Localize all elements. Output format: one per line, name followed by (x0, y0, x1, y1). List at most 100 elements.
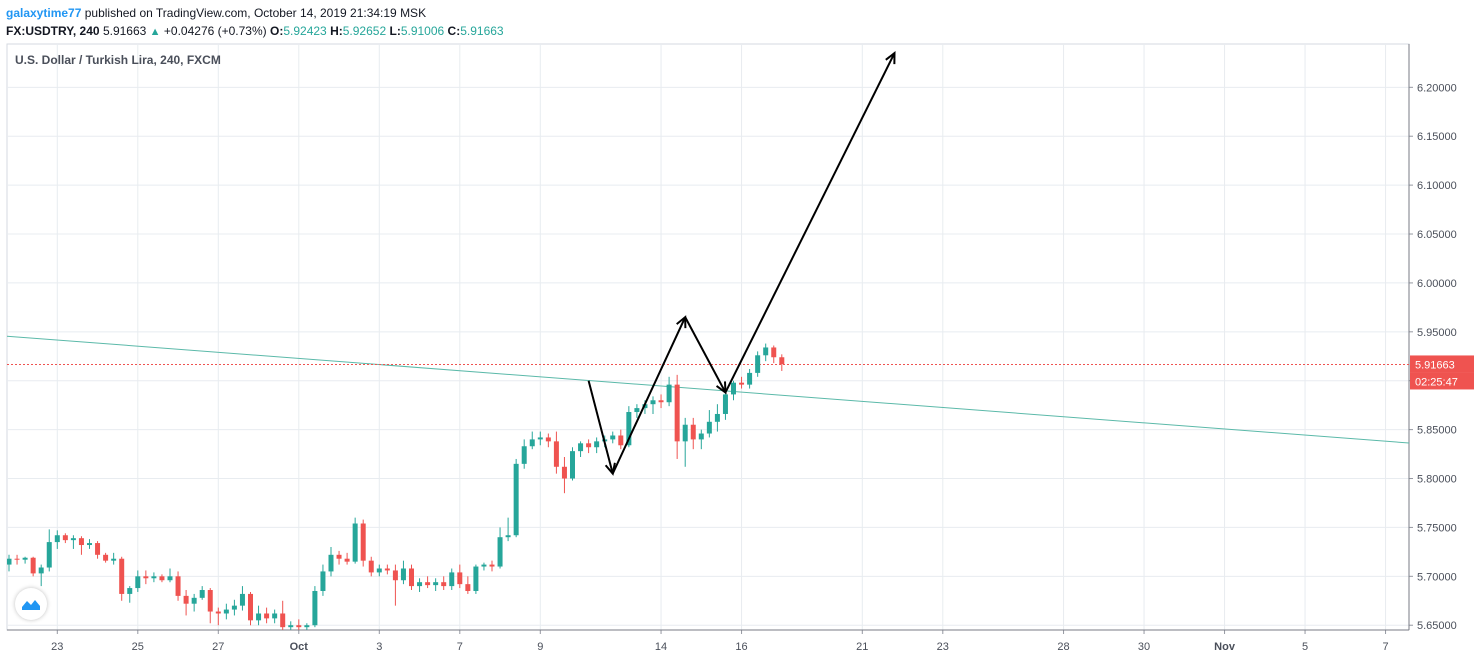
candle-body (30, 557, 36, 574)
candle-body (344, 558, 350, 562)
x-tick-label: Nov (1214, 641, 1236, 653)
candle-body (425, 582, 431, 586)
candle-body (264, 613, 270, 619)
candle-body (739, 382, 745, 385)
y-tick-label: 5.95000 (1417, 327, 1457, 339)
candle-body (400, 568, 406, 581)
candle-body (38, 567, 44, 574)
x-tick-label: 28 (1057, 641, 1069, 653)
candle-body (594, 441, 600, 448)
candle-body (304, 625, 310, 628)
price-change: +0.04276 (+0.73%) (163, 24, 267, 38)
candle-body (320, 571, 326, 591)
candle-body (666, 384, 672, 403)
candle-body (336, 554, 342, 559)
x-tick-label: 23 (51, 641, 63, 653)
candle-body (570, 451, 575, 479)
symbol-interval: FX:USDTRY, 240 (6, 24, 100, 38)
tradingview-logo-icon[interactable] (15, 588, 47, 620)
y-tick-label: 5.70000 (1417, 571, 1457, 583)
publish-line: galaxytime77 published on TradingView.co… (6, 4, 504, 22)
low-label: L: (389, 24, 401, 38)
y-tick-label: 6.00000 (1417, 278, 1457, 290)
price-label: 5.91663 (1415, 359, 1455, 371)
candle-body (7, 558, 12, 565)
candle-body (368, 560, 374, 573)
x-tick-label: 7 (1382, 641, 1388, 653)
candle-body (143, 576, 149, 579)
candle-body (449, 572, 455, 587)
series-legend: U.S. Dollar / Turkish Lira, 240, FXCM (15, 53, 221, 67)
x-tick-label: 27 (212, 641, 224, 653)
candle-body (779, 357, 785, 365)
x-tick-label: 23 (937, 641, 949, 653)
candle-body (747, 372, 753, 385)
y-tick-label: 5.75000 (1417, 522, 1457, 534)
close-value: 5.91663 (460, 24, 504, 38)
ohlc-line: FX:USDTRY, 240 5.91663 ▲ +0.04276 (+0.73… (6, 22, 504, 41)
x-tick-label: 25 (132, 641, 144, 653)
close-label: C: (447, 24, 461, 38)
countdown-label-box (1410, 372, 1474, 390)
candle-body (722, 394, 728, 414)
candle-body (376, 568, 382, 573)
candle-body (312, 590, 318, 626)
arrow-line (587, 380, 614, 474)
candle-body (280, 613, 286, 628)
candle-body (191, 597, 197, 604)
candle-body (755, 355, 761, 373)
candle-body (714, 413, 720, 422)
candle-body (409, 568, 414, 587)
candle-body (87, 543, 92, 546)
candle-body (610, 435, 616, 440)
countdown-label: 02:25:47 (1415, 376, 1458, 388)
high-value: 5.92652 (342, 24, 387, 38)
y-tick-label: 5.65000 (1417, 620, 1457, 632)
x-tick-label: 16 (735, 641, 747, 653)
arrow-line (724, 52, 896, 393)
candle-body (682, 424, 688, 442)
publish-info: published on TradingView.com, October 14… (84, 6, 427, 20)
y-tick-label: 6.05000 (1417, 229, 1457, 241)
candle-body (70, 538, 76, 541)
candle-body (634, 408, 640, 413)
candle-body (272, 613, 278, 619)
candle-body (54, 535, 60, 543)
candle-body (763, 347, 769, 356)
candle-body (288, 625, 294, 628)
candle-body (207, 590, 213, 612)
candle-body (256, 613, 262, 621)
candle-body (175, 576, 181, 596)
candle-body (119, 558, 125, 594)
candle-body (441, 582, 447, 587)
candle-body (78, 538, 84, 546)
x-tick-label: 5 (1302, 641, 1308, 653)
candle-body (239, 593, 245, 606)
candle-body (360, 523, 366, 561)
arrow-line (684, 316, 727, 393)
arrow-head (885, 51, 896, 65)
candle-body (352, 523, 358, 562)
candle-body (111, 558, 117, 561)
logo-cloud-icon (22, 600, 40, 610)
candle-body (465, 584, 471, 591)
candle-body (62, 535, 68, 541)
open-label: O: (270, 24, 284, 38)
candle-body (505, 535, 511, 538)
candle-body (650, 400, 656, 405)
author-link[interactable]: galaxytime77 (6, 6, 82, 20)
price-label-box (1410, 355, 1474, 373)
candle-body (433, 582, 439, 586)
candle-body (46, 542, 52, 568)
candle-body (215, 611, 221, 614)
candle-body (674, 384, 680, 442)
candle-body (392, 570, 398, 581)
candle-body (618, 435, 624, 446)
candle-body (328, 554, 334, 572)
y-tick-label: 6.20000 (1417, 82, 1457, 94)
candle-body (521, 446, 527, 464)
x-tick-label: 21 (856, 641, 868, 653)
plot-area (6, 43, 1410, 631)
candle-body (159, 576, 165, 581)
